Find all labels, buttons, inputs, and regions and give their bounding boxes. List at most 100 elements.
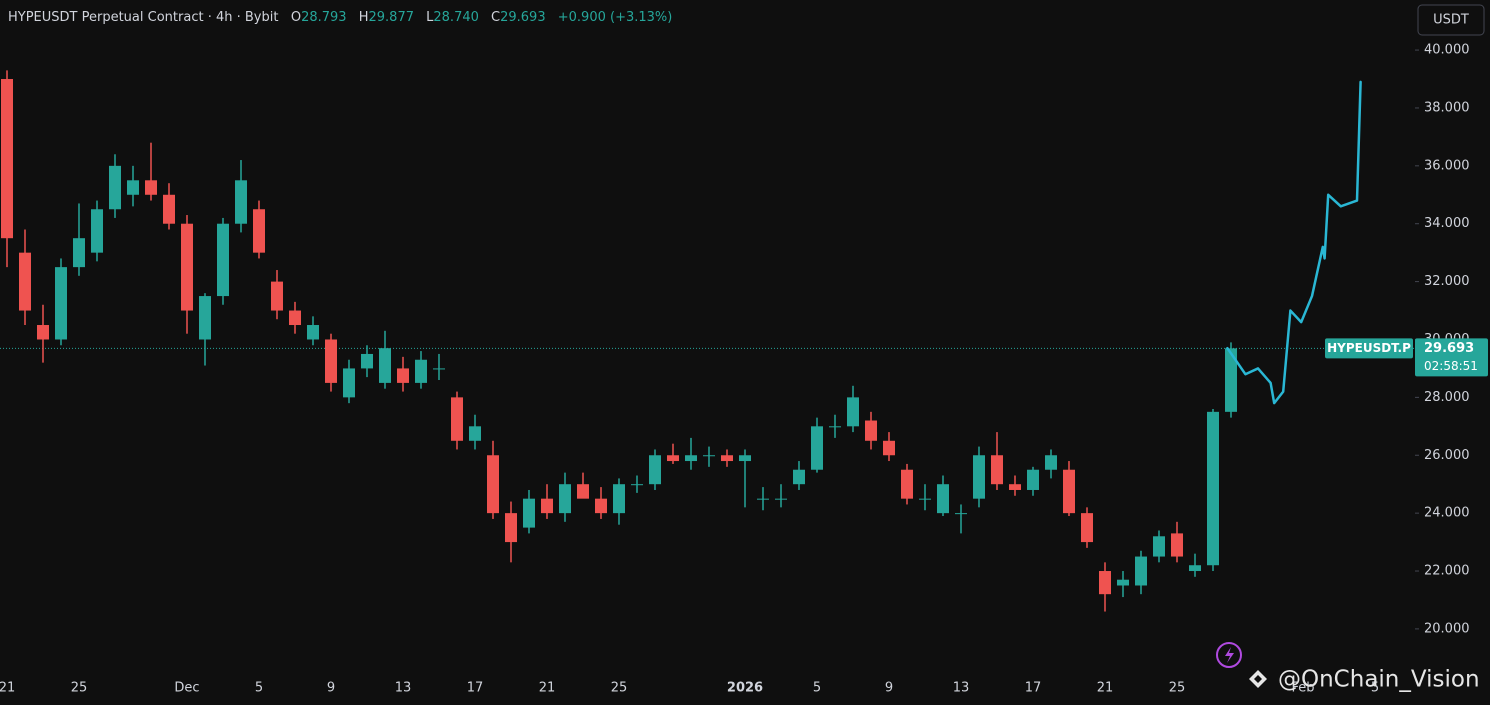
candle-body (55, 267, 67, 340)
candle-body (973, 455, 985, 499)
open-value: 28.793 (301, 10, 347, 25)
candle-body (919, 498, 931, 500)
x-tick-label: 17 (467, 681, 484, 696)
candle-body (307, 325, 319, 340)
candle-body (721, 455, 733, 462)
candle-body (469, 426, 481, 441)
candle-body (1009, 484, 1021, 490)
candle-body (649, 455, 661, 485)
candle-body (541, 498, 553, 514)
high-value: 29.877 (368, 10, 415, 25)
currency-box[interactable] (1417, 4, 1485, 36)
change: +0.900 (+3.13%) (557, 10, 673, 25)
candle-body (91, 209, 103, 253)
candle-body (1207, 411, 1219, 566)
candle-body (433, 368, 445, 370)
x-tick-label: 25 (71, 681, 88, 696)
low-value: 28.740 (433, 10, 479, 25)
x-tick-label: 25 (611, 681, 628, 696)
x-tick-label: 5 (813, 681, 821, 696)
candle-body (1153, 536, 1165, 557)
candle-body (757, 498, 769, 500)
candle-body (865, 420, 877, 441)
y-tick-label: 28.000 (1424, 390, 1470, 405)
y-tick-label: 36.000 (1424, 158, 1470, 173)
candle-body (73, 238, 85, 268)
y-tick-label: 22.000 (1424, 564, 1470, 579)
candle-body (901, 469, 913, 499)
x-tick-label: 13 (953, 681, 970, 696)
projection-line (1226, 80, 1362, 405)
candle-body (703, 455, 715, 457)
candle-body (1081, 513, 1093, 543)
candle-body (829, 426, 841, 428)
candle-body (1117, 579, 1129, 586)
candle-body (145, 180, 157, 195)
candle-body (775, 498, 787, 500)
candle-body (487, 455, 499, 514)
x-tick-label: 21 (539, 681, 556, 696)
candle-body (595, 498, 607, 514)
candle-body (19, 252, 31, 311)
y-tick-label: 32.000 (1424, 274, 1470, 289)
y-tick-label: 38.000 (1424, 100, 1470, 115)
candle-body (451, 397, 463, 441)
countdown: 02:58:51 (1424, 359, 1478, 373)
candle-body (1027, 469, 1039, 490)
candle-body (955, 513, 967, 515)
last-price-label: 29.693 (1424, 341, 1474, 356)
x-tick-label: 21 (1097, 681, 1114, 696)
candle-body (685, 455, 697, 462)
candle-body (739, 455, 751, 462)
candle-body (361, 353, 373, 369)
price-tag-box (1325, 338, 1413, 359)
price-tag: HYPEUSDT.P (1327, 341, 1411, 355)
y-tick-label: 20.000 (1424, 621, 1470, 636)
low-label: L (426, 10, 434, 25)
last-price-box (1415, 338, 1488, 377)
candle-body (343, 368, 355, 398)
y-tick-label: 24.000 (1424, 506, 1470, 521)
candle-body (613, 484, 625, 514)
candle-body (235, 180, 247, 224)
close-label: C (491, 10, 501, 25)
candle-body (991, 455, 1003, 485)
candle-body (127, 180, 139, 195)
candle-body (1171, 533, 1183, 557)
candle-body (181, 223, 193, 311)
open-label: O (290, 10, 302, 25)
watermark-icon (1249, 670, 1267, 688)
candle-body (811, 426, 823, 470)
candle-body (163, 194, 175, 224)
high-label: H (358, 10, 369, 25)
close-value: 29.693 (500, 10, 546, 25)
candle-body (397, 368, 409, 383)
alert-bolt (1225, 647, 1234, 663)
candle-body (415, 359, 427, 383)
candle-body (667, 455, 679, 462)
x-tick-label: 17 (1025, 681, 1042, 696)
candle-body (1045, 455, 1057, 470)
x-tick-label: 21 (0, 681, 15, 696)
x-tick-label: 5 (255, 681, 263, 696)
candle-body (379, 348, 391, 383)
candle-body (1063, 469, 1075, 514)
candle-body (523, 498, 535, 528)
x-tick-label: 9 (327, 681, 335, 696)
candle-body (289, 310, 301, 326)
currency[interactable]: USDT (1433, 13, 1469, 28)
candle-body (1, 79, 13, 239)
candle-body (847, 397, 859, 427)
plot: 20.00022.00024.00026.00028.00030.00032.0… (0, 43, 1488, 696)
x-tick-label: 13 (395, 681, 412, 696)
candle-body (631, 484, 643, 486)
legend-header: HYPEUSDT Perpetual Contract · 4h · Bybit… (8, 10, 680, 25)
candle-body (937, 484, 949, 514)
symbol[interactable]: HYPEUSDT Perpetual Contract · 4h · Bybit (8, 10, 279, 25)
alert-icon[interactable] (1216, 642, 1242, 668)
x-tick-label: 9 (885, 681, 893, 696)
x-tick-label: 25 (1169, 681, 1186, 696)
candle-body (1225, 348, 1237, 412)
candle-body (253, 209, 265, 253)
